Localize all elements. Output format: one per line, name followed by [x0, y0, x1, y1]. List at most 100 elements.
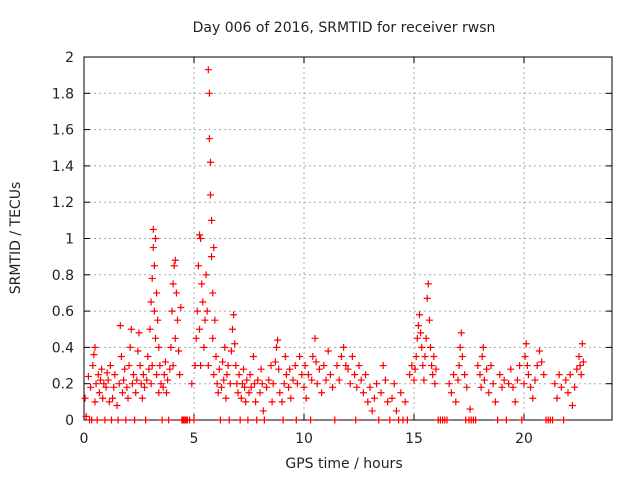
- data-point: [326, 371, 334, 379]
- data-point: [557, 383, 565, 391]
- data-point: [214, 389, 222, 397]
- data-point: [500, 376, 508, 384]
- data-point: [132, 389, 140, 397]
- data-point: [483, 365, 491, 373]
- data-point: [232, 362, 240, 370]
- x-tick-label: 0: [80, 431, 89, 447]
- data-point: [273, 343, 280, 351]
- y-tick-label: 1.6: [52, 123, 74, 139]
- y-axis-label: SRMTID / TECUs: [8, 182, 24, 295]
- data-point: [293, 380, 301, 388]
- data-point: [81, 394, 89, 402]
- data-point: [168, 307, 176, 315]
- data-point: [522, 340, 530, 348]
- data-point: [418, 343, 426, 351]
- data-point: [207, 191, 214, 199]
- data-point: [549, 416, 557, 424]
- data-point: [355, 362, 363, 370]
- data-point: [529, 394, 537, 402]
- data-point: [207, 158, 214, 166]
- data-point: [144, 352, 152, 360]
- data-point: [90, 351, 98, 359]
- data-point: [413, 334, 421, 342]
- y-tick-label: 0.2: [52, 377, 74, 393]
- data-point: [165, 416, 173, 424]
- data-point: [298, 371, 306, 379]
- data-point: [257, 365, 265, 373]
- data-point: [269, 380, 277, 388]
- data-point: [280, 380, 288, 388]
- data-point: [577, 371, 585, 379]
- data-point: [373, 380, 381, 388]
- data-point: [106, 362, 114, 370]
- data-point: [149, 244, 157, 252]
- y-tick-label: 1.2: [52, 195, 74, 211]
- data-point: [155, 343, 163, 351]
- x-axis-label: GPS time / hours: [285, 456, 402, 472]
- data-point: [431, 380, 439, 388]
- data-point: [498, 383, 506, 391]
- data-point: [93, 416, 101, 424]
- data-point: [139, 371, 147, 379]
- data-point: [457, 329, 465, 337]
- data-point: [194, 262, 202, 270]
- data-point: [518, 416, 526, 424]
- data-point: [104, 376, 112, 384]
- data-point: [160, 371, 168, 379]
- data-point: [204, 66, 212, 74]
- data-point: [119, 389, 126, 397]
- data-point: [304, 371, 312, 379]
- data-point: [197, 362, 205, 370]
- data-point: [97, 376, 104, 384]
- data-point: [209, 334, 217, 342]
- data-point: [124, 394, 132, 402]
- data-point: [452, 398, 460, 406]
- data-point: [100, 380, 108, 388]
- data-point: [455, 362, 463, 370]
- data-point: [454, 376, 462, 384]
- data-point: [432, 365, 440, 373]
- data-point: [315, 365, 323, 373]
- data-point: [533, 362, 541, 370]
- data-point: [417, 329, 425, 337]
- x-tick-label: 10: [295, 431, 313, 447]
- data-point: [274, 336, 282, 344]
- data-point: [108, 416, 115, 424]
- data-point: [411, 365, 419, 373]
- data-point: [205, 135, 213, 143]
- data-point: [313, 380, 321, 388]
- data-point: [215, 365, 223, 373]
- data-point: [205, 89, 213, 97]
- data-point: [390, 380, 398, 388]
- data-point: [489, 380, 497, 388]
- data-point: [222, 394, 230, 402]
- data-point: [123, 383, 131, 391]
- data-point: [308, 376, 316, 384]
- data-point: [258, 380, 266, 388]
- data-point: [121, 365, 129, 373]
- data-point: [480, 376, 488, 384]
- data-point: [103, 369, 111, 377]
- data-point: [212, 352, 220, 360]
- data-point: [170, 262, 178, 270]
- data-point: [177, 303, 185, 311]
- data-point: [351, 371, 359, 379]
- data-point: [296, 352, 304, 360]
- x-tick-label: 15: [405, 431, 423, 447]
- data-point: [576, 362, 584, 370]
- data-point: [243, 376, 251, 384]
- data-point: [555, 371, 563, 379]
- data-point: [176, 371, 184, 379]
- data-point: [164, 376, 172, 384]
- data-point: [487, 362, 495, 370]
- y-tick-label: 1.8: [52, 86, 74, 102]
- data-point: [578, 340, 586, 348]
- data-point: [427, 343, 434, 351]
- y-tick-label: 1: [65, 232, 74, 248]
- data-point: [420, 376, 428, 384]
- data-point: [171, 256, 179, 264]
- data-point: [346, 380, 354, 388]
- data-point: [218, 383, 225, 391]
- data-point: [566, 371, 574, 379]
- data-point: [117, 352, 125, 360]
